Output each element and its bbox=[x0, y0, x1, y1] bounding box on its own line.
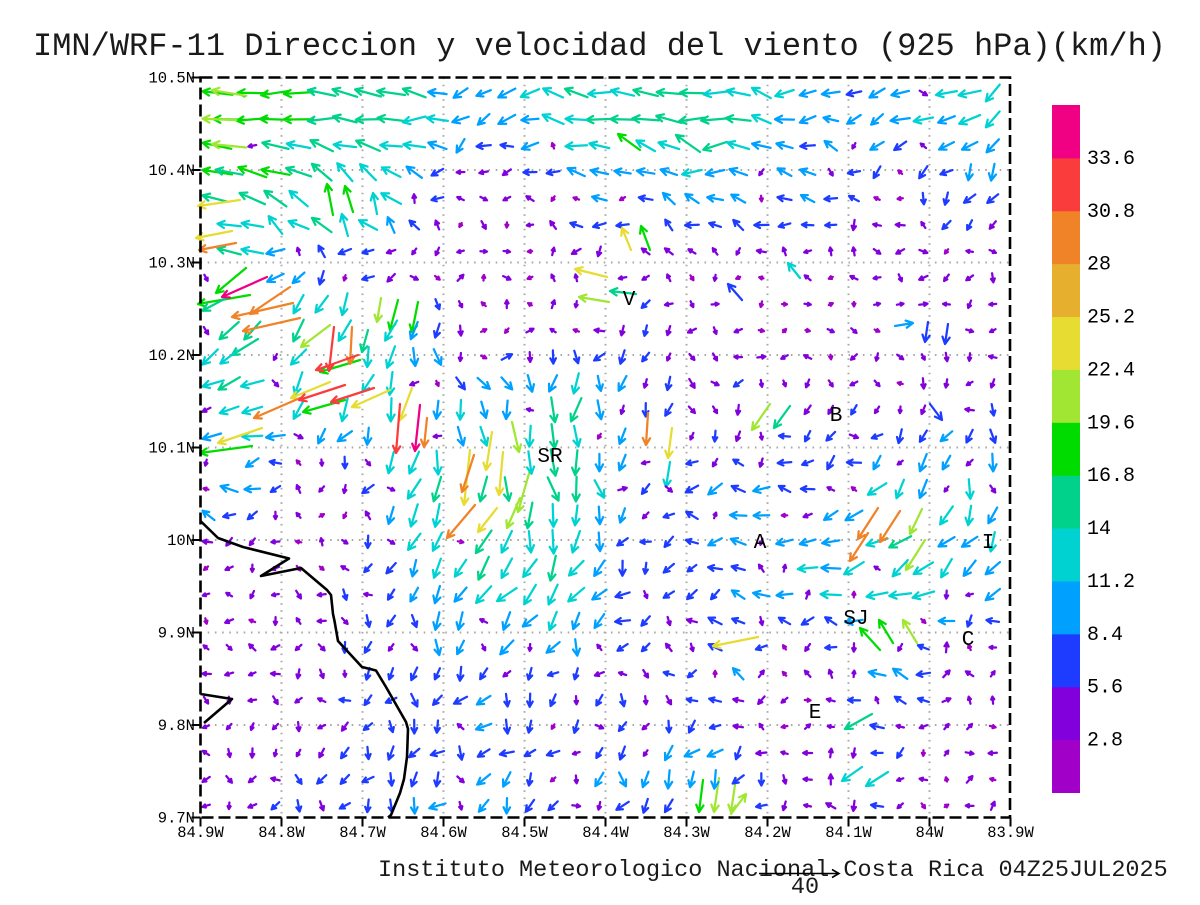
svg-text:84.2W: 84.2W bbox=[744, 824, 791, 842]
svg-text:SR: SR bbox=[537, 446, 563, 469]
svg-text:IMN/WRF-11 Direccion y velocid: IMN/WRF-11 Direccion y velocidad del vie… bbox=[33, 28, 1166, 65]
svg-text:22.4: 22.4 bbox=[1087, 359, 1135, 382]
svg-text:84.7W: 84.7W bbox=[339, 824, 386, 842]
svg-text:84W: 84W bbox=[916, 824, 945, 842]
svg-text:33.6: 33.6 bbox=[1087, 148, 1135, 171]
svg-text:9.7N: 9.7N bbox=[158, 810, 195, 828]
svg-text:40: 40 bbox=[791, 874, 819, 900]
svg-text:28: 28 bbox=[1087, 254, 1111, 277]
svg-text:C: C bbox=[962, 629, 975, 652]
svg-text:10.5N: 10.5N bbox=[148, 70, 195, 88]
svg-text:10.4N: 10.4N bbox=[148, 162, 195, 180]
svg-text:25.2: 25.2 bbox=[1087, 307, 1135, 330]
svg-text:8.4: 8.4 bbox=[1087, 624, 1123, 647]
svg-text:84.6W: 84.6W bbox=[420, 824, 467, 842]
svg-text:Instituto Meteorologico Nacion: Instituto Meteorologico Nacional Costa R… bbox=[378, 857, 1168, 884]
svg-text:10.3N: 10.3N bbox=[148, 255, 195, 273]
svg-text:14: 14 bbox=[1087, 518, 1111, 541]
svg-text:30.8: 30.8 bbox=[1087, 201, 1135, 224]
svg-text:E: E bbox=[809, 702, 822, 725]
svg-text:84.4W: 84.4W bbox=[582, 824, 629, 842]
svg-text:19.6: 19.6 bbox=[1087, 412, 1135, 435]
svg-text:9.8N: 9.8N bbox=[158, 717, 195, 735]
svg-text:84.9W: 84.9W bbox=[177, 824, 224, 842]
svg-text:84.5W: 84.5W bbox=[501, 824, 548, 842]
svg-text:V: V bbox=[623, 289, 636, 312]
svg-text:A: A bbox=[754, 532, 767, 555]
svg-text:9.9N: 9.9N bbox=[158, 625, 195, 643]
svg-text:10.2N: 10.2N bbox=[148, 347, 195, 365]
svg-text:10.1N: 10.1N bbox=[148, 440, 195, 458]
svg-text:84.3W: 84.3W bbox=[663, 824, 710, 842]
svg-text:83.9W: 83.9W bbox=[987, 824, 1034, 842]
svg-text:84.8W: 84.8W bbox=[258, 824, 305, 842]
svg-text:SJ: SJ bbox=[843, 608, 868, 631]
svg-text:5.6: 5.6 bbox=[1087, 677, 1123, 700]
svg-text:I: I bbox=[982, 532, 995, 555]
svg-text:10N: 10N bbox=[167, 532, 195, 550]
svg-text:11.2: 11.2 bbox=[1087, 571, 1135, 594]
svg-text:16.8: 16.8 bbox=[1087, 465, 1135, 488]
svg-text:B: B bbox=[830, 405, 843, 428]
svg-text:2.8: 2.8 bbox=[1087, 730, 1123, 753]
svg-text:84.1W: 84.1W bbox=[825, 824, 872, 842]
